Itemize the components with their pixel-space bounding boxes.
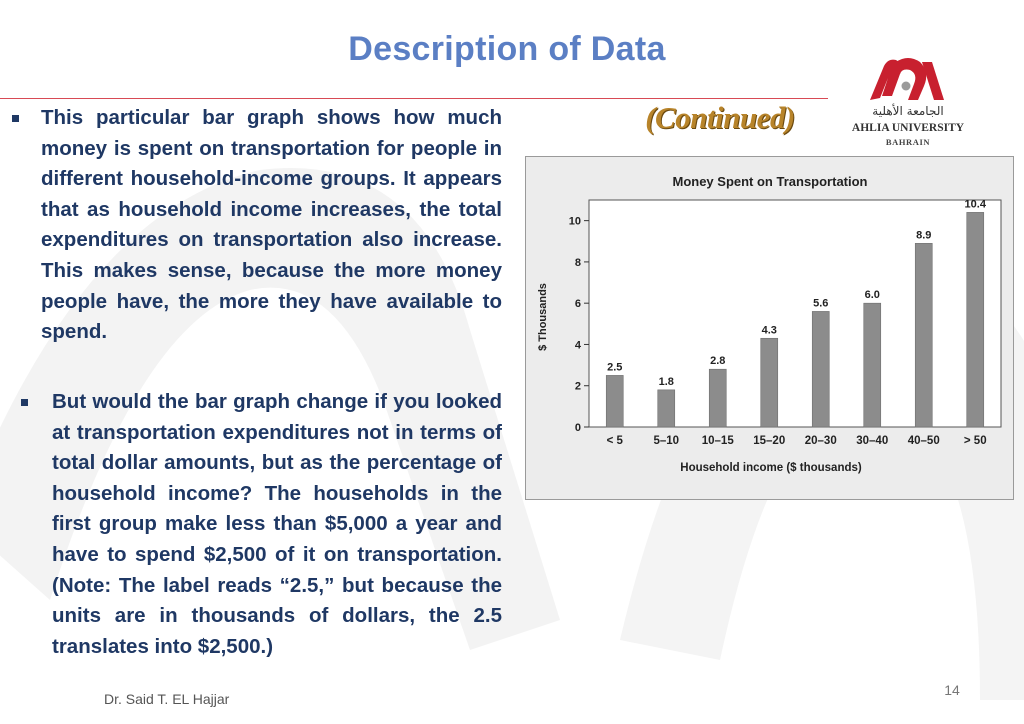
footer-author: Dr. Said T. EL Hajjar [104, 691, 230, 707]
square-bullet-icon [21, 399, 28, 406]
chart-bar [863, 302, 882, 428]
logo-location: BAHRAIN [885, 137, 931, 147]
chart-data-label: 1.8 [659, 376, 674, 388]
chart-bar [811, 311, 830, 428]
chart-x-tick-label: 30–40 [856, 435, 888, 447]
chart-data-label: 2.5 [607, 361, 622, 373]
slide-title: Description of Data [348, 30, 666, 68]
chart-y-tick-label: 8 [575, 257, 581, 269]
chart-data-label: 2.8 [710, 355, 725, 367]
chart-data-label: 10.4 [965, 198, 987, 210]
bullet-text: This particular bar graph shows how much… [41, 106, 502, 344]
logo-name: AHLIA UNIVERSITY [851, 122, 965, 134]
chart-x-tick-label: 20–30 [805, 435, 837, 447]
chart-x-tick-label: 40–50 [908, 435, 940, 447]
chart-y-axis-label: $ Thousands [537, 283, 549, 351]
bullet-text: But would the bar graph change if you lo… [52, 390, 502, 658]
chart-x-tick-label: 5–10 [653, 435, 679, 447]
chart-y-tick-label: 4 [575, 339, 582, 351]
chart-x-tick-label: 15–20 [753, 435, 785, 447]
chart-y-tick-label: 0 [575, 422, 581, 434]
university-logo [870, 58, 944, 100]
chart-data-label: 8.9 [916, 229, 931, 241]
chart-y-tick-label: 10 [569, 216, 581, 228]
chart-data-label: 6.0 [865, 289, 880, 301]
chart-data-label: 5.6 [813, 297, 828, 309]
chart-y-tick-label: 2 [575, 381, 581, 393]
chart-x-axis-label: Household income ($ thousands) [680, 462, 862, 474]
bar-chart-svg: Money Spent on Transportation $ Thousand… [537, 174, 1002, 474]
chart-bar [760, 337, 779, 428]
logo-arabic-name: الجامعة الأهلية [872, 104, 944, 118]
page-number: 14 [944, 682, 960, 698]
chart-bar [708, 368, 727, 428]
chart-plot-area [588, 199, 1002, 428]
chart-title: Money Spent on Transportation [672, 174, 867, 189]
chart-bar [966, 212, 985, 428]
square-bullet-icon [12, 115, 19, 122]
chart-bar [657, 389, 676, 428]
continued-subtitle: (Continued) [645, 100, 795, 135]
title-divider [0, 98, 828, 99]
chart-data-label: 4.3 [762, 324, 777, 336]
chart-bar [605, 375, 624, 428]
chart-x-tick-label: > 50 [964, 435, 987, 447]
chart-x-tick-label: 10–15 [702, 435, 735, 447]
chart-y-tick-label: 6 [575, 298, 581, 310]
bar-chart: Money Spent on Transportation $ Thousand… [525, 156, 1014, 500]
chart-x-tick-label: < 5 [607, 435, 624, 447]
chart-bar [914, 243, 933, 428]
